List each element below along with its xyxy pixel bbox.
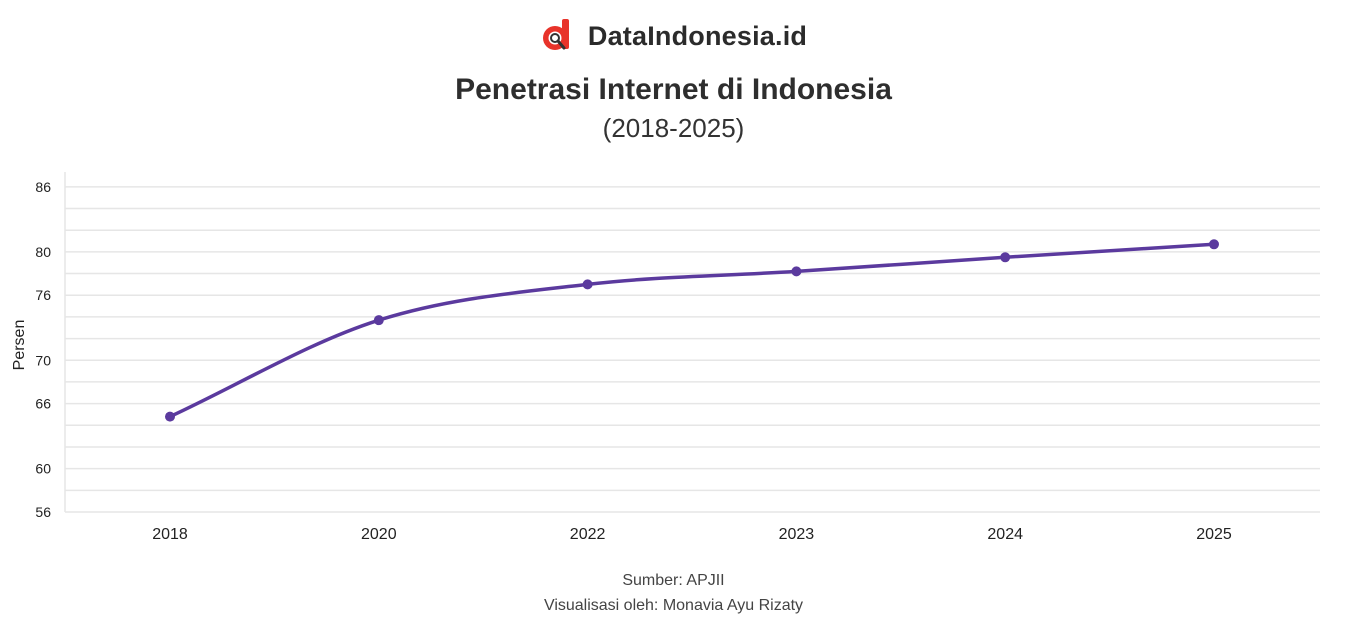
x-tick-label: 2022 — [570, 526, 606, 543]
y-tick-label: 60 — [35, 461, 51, 477]
x-tick-label: 2018 — [152, 526, 188, 543]
x-tick-label: 2025 — [1196, 526, 1232, 543]
chart-title: Penetrasi Internet di Indonesia — [455, 73, 892, 106]
dataindonesia-logo-icon — [542, 19, 569, 50]
data-points — [165, 239, 1219, 422]
data-point[interactable] — [791, 266, 802, 277]
y-axis-label: Persen — [11, 320, 28, 371]
y-tick-label: 86 — [35, 179, 51, 195]
y-tick-label: 56 — [35, 504, 51, 520]
y-tick-label: 76 — [35, 287, 51, 303]
data-point[interactable] — [1209, 239, 1219, 250]
y-tick-label: 80 — [35, 244, 51, 260]
credit-note: Visualisasi oleh: Monavia Ayu Rizaty — [543, 597, 804, 614]
data-point[interactable] — [582, 279, 593, 290]
y-tick-label: 66 — [35, 396, 51, 412]
data-point[interactable] — [1000, 252, 1011, 263]
data-point[interactable] — [373, 315, 384, 326]
x-tick-label: 2024 — [987, 526, 1023, 543]
axes: 56 60 66 70 76 80 86 2018 2020 2022 2023 2024 2025 — [35, 172, 1232, 543]
x-tick-label: 2020 — [361, 526, 397, 543]
brand-header: DataIndonesia.id — [0, 18, 1347, 54]
x-tick-label: 2023 — [779, 526, 815, 543]
data-point[interactable] — [165, 411, 175, 422]
chart-subtitle: (2018-2025) — [602, 113, 745, 143]
source-note: Sumber: APJII — [622, 572, 725, 589]
line-chart: 56 60 66 70 76 80 86 2018 2020 2022 2023 2024 2025 P… — [11, 172, 1320, 543]
y-tick-label: 70 — [35, 352, 51, 368]
series-line — [168, 242, 1216, 419]
series-line-layer — [168, 242, 1216, 419]
brand-name[interactable]: DataIndonesia.id — [587, 20, 808, 51]
grid-lines — [65, 186, 1320, 513]
